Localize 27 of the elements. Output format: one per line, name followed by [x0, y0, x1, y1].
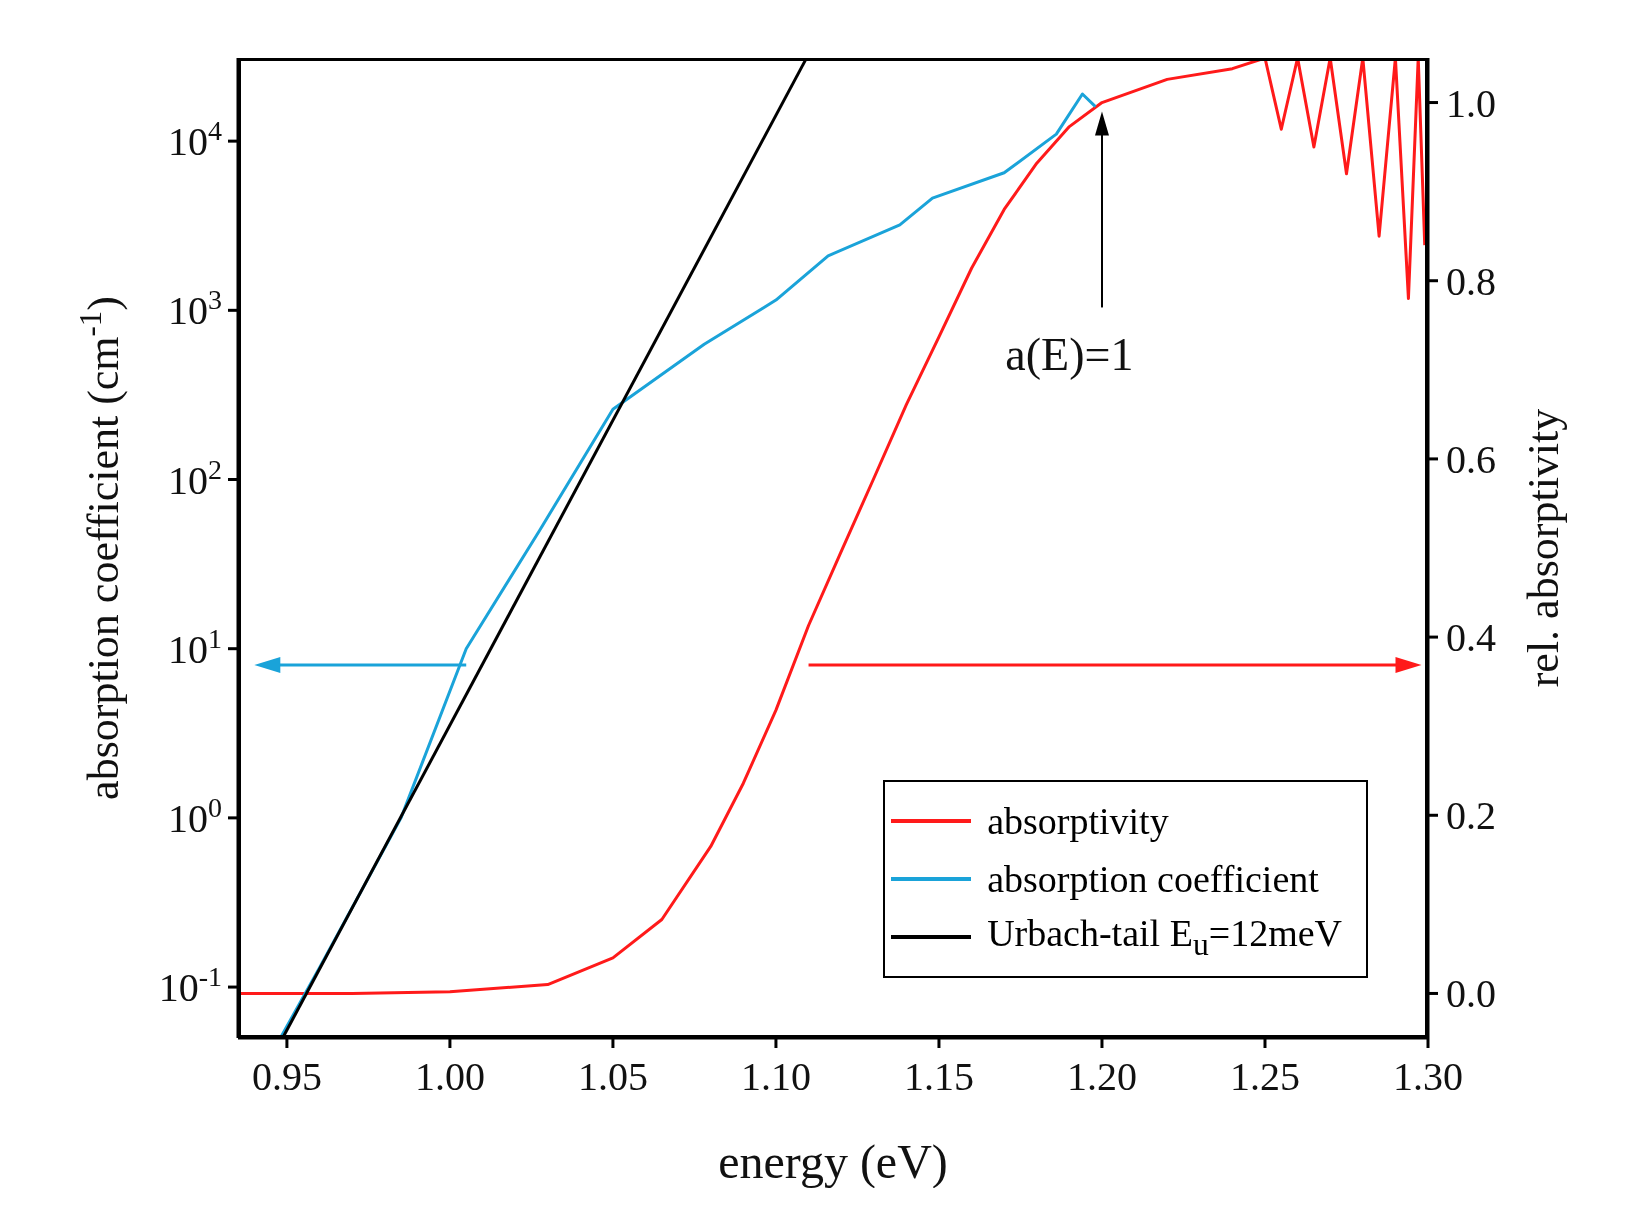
x-tick-label: 1.00 — [414, 1054, 485, 1099]
x-tick-label: 1.20 — [1066, 1054, 1137, 1099]
legend-label: Urbach-tail E$_{u}$=12meV — [987, 911, 1342, 963]
y-tick-label: 10$^{2}$ — [168, 453, 222, 503]
y2-tick-label: 1.0 — [1446, 80, 1496, 126]
line-series — [238, 58, 1427, 995]
y2-axis-title: rel. absorptivity — [1519, 408, 1568, 688]
x-tick-label: 1.05 — [577, 1054, 648, 1099]
x-tick-label: 1.30 — [1393, 1054, 1463, 1099]
y2-tick-label: 0.6 — [1446, 436, 1496, 482]
y-tick-label: 10$^{-1}$ — [158, 960, 222, 1011]
y2-tick-label: 0.8 — [1446, 258, 1496, 304]
annotation: a(E)=1 — [1005, 328, 1134, 380]
y2-tick-label: 0.2 — [1446, 793, 1496, 839]
y-tick-label: 10$^{0}$ — [168, 791, 222, 841]
legend-label: absorption coefficient — [987, 857, 1319, 901]
y-tick-label: 10$^{4}$ — [168, 114, 222, 165]
y-tick-label: 10$^{3}$ — [168, 283, 222, 334]
x-tick-label: 1.10 — [740, 1054, 811, 1099]
x-tick-label: 0.95 — [251, 1054, 322, 1099]
x-axis-title: energy (eV) — [718, 1135, 948, 1189]
x-tick-label: 1.15 — [903, 1054, 974, 1099]
y-tick-label: 10$^{1}$ — [168, 622, 222, 672]
legend-label: absorptivity — [987, 799, 1169, 843]
x-tick-label: 1.25 — [1229, 1054, 1300, 1099]
y2-tick-label: 0.0 — [1446, 971, 1496, 1017]
y2-tick-label: 0.4 — [1446, 615, 1496, 661]
